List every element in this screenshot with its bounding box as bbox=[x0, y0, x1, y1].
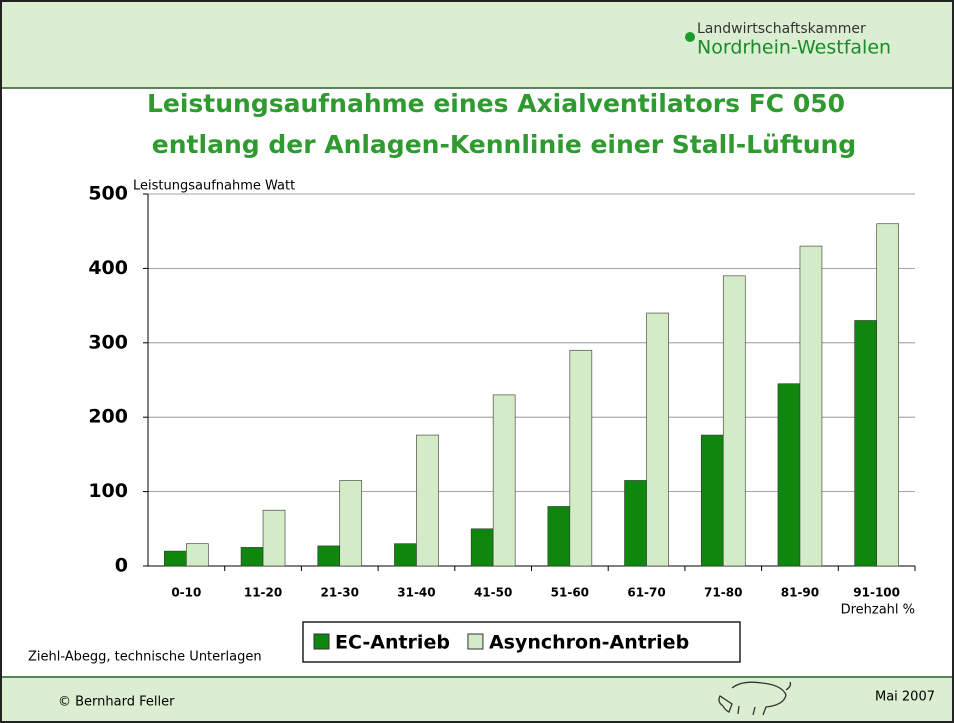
bar bbox=[855, 320, 877, 566]
legend-swatch bbox=[468, 634, 483, 649]
bar bbox=[471, 529, 493, 566]
x-tick-label: 21-30 bbox=[321, 586, 359, 600]
legend-swatch bbox=[314, 634, 329, 649]
bar bbox=[394, 544, 416, 566]
footer-author: © Bernhard Feller bbox=[58, 695, 175, 710]
slide: Landwirtschaftskammer Nordrhein-Westfale… bbox=[0, 0, 954, 723]
x-tick-label: 91-100 bbox=[853, 586, 900, 600]
y-tick-label: 0 bbox=[115, 555, 128, 577]
chart-title: Leistungsaufnahme eines Axialventilators… bbox=[147, 89, 845, 118]
bar bbox=[493, 395, 515, 566]
y-tick-label: 200 bbox=[88, 406, 128, 428]
bar bbox=[625, 480, 647, 566]
bar bbox=[877, 224, 899, 566]
y-tick-label: 500 bbox=[88, 183, 128, 205]
bar bbox=[263, 510, 285, 566]
x-tick-label: 11-20 bbox=[244, 586, 282, 600]
y-tick-label: 100 bbox=[88, 480, 128, 502]
source-note: Ziehl-Abegg, technische Unterlagen bbox=[28, 650, 262, 665]
legend-label: Asynchron-Antrieb bbox=[489, 632, 689, 654]
x-tick-label: 81-90 bbox=[781, 586, 819, 600]
bar bbox=[647, 313, 669, 566]
bar bbox=[800, 246, 822, 566]
bar bbox=[186, 544, 208, 566]
y-tick-label: 300 bbox=[88, 331, 128, 353]
x-tick-label: 61-70 bbox=[627, 586, 665, 600]
x-tick-label: 0-10 bbox=[171, 586, 201, 600]
x-tick-label: 31-40 bbox=[397, 586, 435, 600]
x-axis-label: Drehzahl % bbox=[841, 603, 915, 618]
logo-line1: Landwirtschaftskammer bbox=[697, 21, 866, 37]
bar bbox=[570, 350, 592, 566]
bar bbox=[778, 384, 800, 566]
bar bbox=[416, 435, 438, 566]
bar bbox=[723, 276, 745, 566]
y-tick-label: 400 bbox=[88, 257, 128, 279]
bar bbox=[340, 480, 362, 566]
bar bbox=[241, 547, 263, 566]
logo-dot bbox=[685, 32, 695, 42]
logo-line2: Nordrhein-Westfalen bbox=[697, 37, 891, 59]
bar bbox=[318, 546, 340, 566]
y-axis-label: Leistungsaufnahme Watt bbox=[133, 179, 295, 194]
bar bbox=[548, 506, 570, 566]
legend-label: EC-Antrieb bbox=[335, 632, 450, 654]
x-tick-label: 51-60 bbox=[551, 586, 589, 600]
footer-date: Mai 2007 bbox=[875, 690, 935, 705]
x-tick-label: 41-50 bbox=[474, 586, 512, 600]
chart-title: entlang der Anlagen-Kennlinie einer Stal… bbox=[152, 130, 856, 159]
bar bbox=[164, 551, 186, 566]
bar bbox=[701, 435, 723, 566]
x-tick-label: 71-80 bbox=[704, 586, 742, 600]
